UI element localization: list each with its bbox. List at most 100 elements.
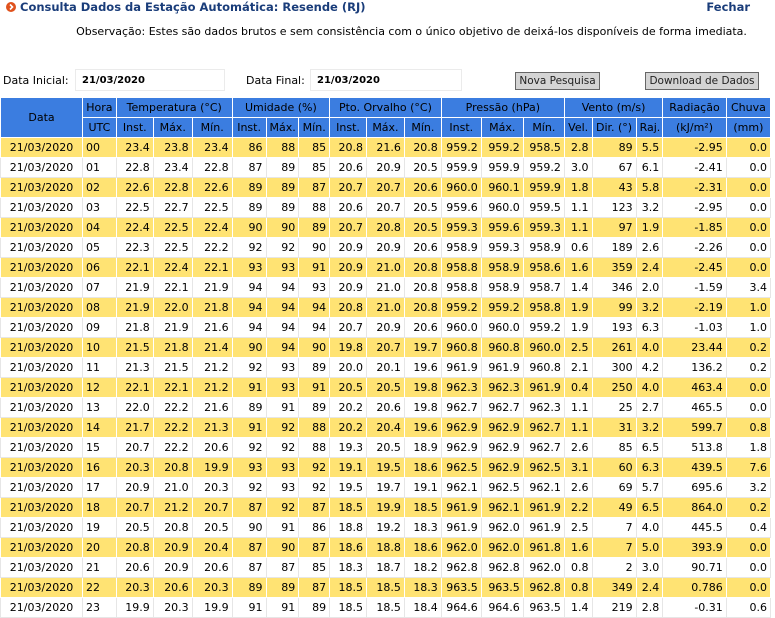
- table-cell: 219: [591, 597, 637, 618]
- table-cell: 22.2: [152, 397, 193, 418]
- table-cell: 93: [265, 257, 300, 278]
- table-cell: 25: [591, 397, 637, 418]
- table-cell: 94: [298, 297, 331, 318]
- table-cell: 960.0: [480, 317, 524, 338]
- table-cell: 19.9: [365, 497, 405, 518]
- table-cell: 22.1: [115, 377, 154, 398]
- table-cell: 962.0: [480, 537, 524, 558]
- table-cell: 18.2: [403, 557, 442, 578]
- table-cell: 21/03/2020: [0, 437, 83, 458]
- table-cell: 19.2: [365, 517, 405, 538]
- table-cell: 23.4: [115, 137, 154, 158]
- table-cell: 1.9: [563, 317, 593, 338]
- table-cell: 94: [231, 317, 267, 338]
- table-cell: 88: [298, 417, 331, 438]
- table-cell: 18.6: [329, 537, 367, 558]
- table-cell: 962.3: [522, 397, 565, 418]
- download-data-button[interactable]: Download de Dados: [645, 72, 759, 90]
- table-cell: 958.8: [522, 297, 565, 318]
- table-cell: 22.5: [191, 197, 233, 218]
- table-cell: 393.9: [662, 537, 727, 558]
- table-cell: 20.8: [152, 457, 193, 478]
- table-cell: 86: [298, 517, 331, 538]
- table-cell: 21/03/2020: [0, 537, 83, 558]
- table-cell: 21.9: [115, 277, 154, 298]
- table-cell: 88: [265, 137, 300, 158]
- table-cell: 92: [231, 357, 267, 378]
- table-cell: 89: [265, 157, 300, 178]
- table-cell: 250: [591, 377, 637, 398]
- table-cell: 22.2: [152, 437, 193, 458]
- table-cell: 86: [231, 137, 267, 158]
- table-cell: 0.4: [563, 377, 593, 398]
- table-cell: 2.7: [635, 397, 664, 418]
- table-cell: 94: [265, 297, 300, 318]
- table-cell: 21/03/2020: [0, 477, 83, 498]
- table-cell: 69: [591, 477, 637, 498]
- table-cell: 21.3: [191, 417, 233, 438]
- table-cell: 0.8: [563, 557, 593, 578]
- page-title: Consulta Dados da Estação Automática: Re…: [20, 0, 366, 14]
- table-cell: 15: [82, 437, 117, 458]
- table-cell: 22.4: [191, 217, 233, 238]
- table-cell: 21.6: [365, 137, 405, 158]
- table-cell: 1.0: [725, 317, 772, 338]
- table-cell: -2.41: [662, 157, 727, 178]
- table-cell: 958.9: [480, 257, 524, 278]
- col-header-data: Data: [0, 97, 83, 138]
- table-cell: 20.6: [329, 197, 367, 218]
- table-cell: 3.2: [635, 197, 664, 218]
- table-row: 21/03/2020 13 22.0 22.2 21.6 89 91 89 20.2 20.6 19…: [0, 397, 772, 418]
- table-cell: 962.1: [522, 477, 565, 498]
- table-cell: 962.8: [480, 557, 524, 578]
- table-cell: 962.1: [440, 477, 482, 498]
- table-cell: 0.0: [725, 177, 772, 198]
- col-subheader: Máx.: [480, 117, 524, 138]
- table-cell: 93: [265, 357, 300, 378]
- table-cell: 0.0: [725, 137, 772, 158]
- table-cell: 962.9: [480, 417, 524, 438]
- table-cell: 16: [82, 457, 117, 478]
- table-cell: 20.5: [403, 197, 442, 218]
- table-cell: 1.9: [563, 297, 593, 318]
- table-cell: 89: [231, 577, 267, 598]
- table-cell: 21/03/2020: [0, 377, 83, 398]
- table-row: 21/03/2020 10 21.5 21.8 21.4 90 94 90 19.8 20.7 19…: [0, 337, 772, 358]
- table-cell: 60: [591, 457, 637, 478]
- table-cell: 2.8: [563, 137, 593, 158]
- table-cell: 87: [298, 537, 331, 558]
- table-cell: 864.0: [662, 497, 727, 518]
- table-cell: 359: [591, 257, 637, 278]
- start-date-input[interactable]: 21/03/2020: [75, 69, 225, 91]
- table-cell: 10: [82, 337, 117, 358]
- table-cell: 20.6: [152, 577, 193, 598]
- new-search-button[interactable]: Nova Pesquisa: [515, 72, 600, 90]
- table-cell: 21.9: [191, 277, 233, 298]
- table-cell: 91: [231, 597, 267, 618]
- table-cell: 22.6: [191, 177, 233, 198]
- table-cell: 962.7: [522, 437, 565, 458]
- table-cell: 0.2: [725, 497, 772, 518]
- table-cell: 349: [591, 577, 637, 598]
- table-cell: 21/03/2020: [0, 257, 83, 278]
- col-subheader: UTC: [82, 117, 117, 138]
- table-cell: 20.6: [403, 177, 442, 198]
- table-cell: 90: [298, 337, 331, 358]
- close-link[interactable]: Fechar: [706, 0, 750, 14]
- table-cell: 20.8: [403, 277, 442, 298]
- table-cell: 21.2: [191, 377, 233, 398]
- table-cell: 22.4: [115, 217, 154, 238]
- col-header-orvalho: Pto. Orvalho (°C): [329, 97, 442, 118]
- table-cell: 1.1: [563, 217, 593, 238]
- table-cell: 21: [82, 557, 117, 578]
- table-cell: 90.71: [662, 557, 727, 578]
- table-cell: 6.5: [635, 497, 664, 518]
- table-cell: 90: [231, 517, 267, 538]
- table-cell: 0.0: [725, 377, 772, 398]
- end-date-input[interactable]: 21/03/2020: [310, 69, 462, 91]
- table-cell: 20.7: [365, 177, 405, 198]
- table-cell: 961.9: [522, 377, 565, 398]
- table-cell: 20.4: [365, 417, 405, 438]
- table-body: 21/03/2020 00 23.4 23.8 23.4 86 88 85 20.8 21.6 20…: [0, 137, 772, 618]
- table-cell: 961.9: [522, 517, 565, 538]
